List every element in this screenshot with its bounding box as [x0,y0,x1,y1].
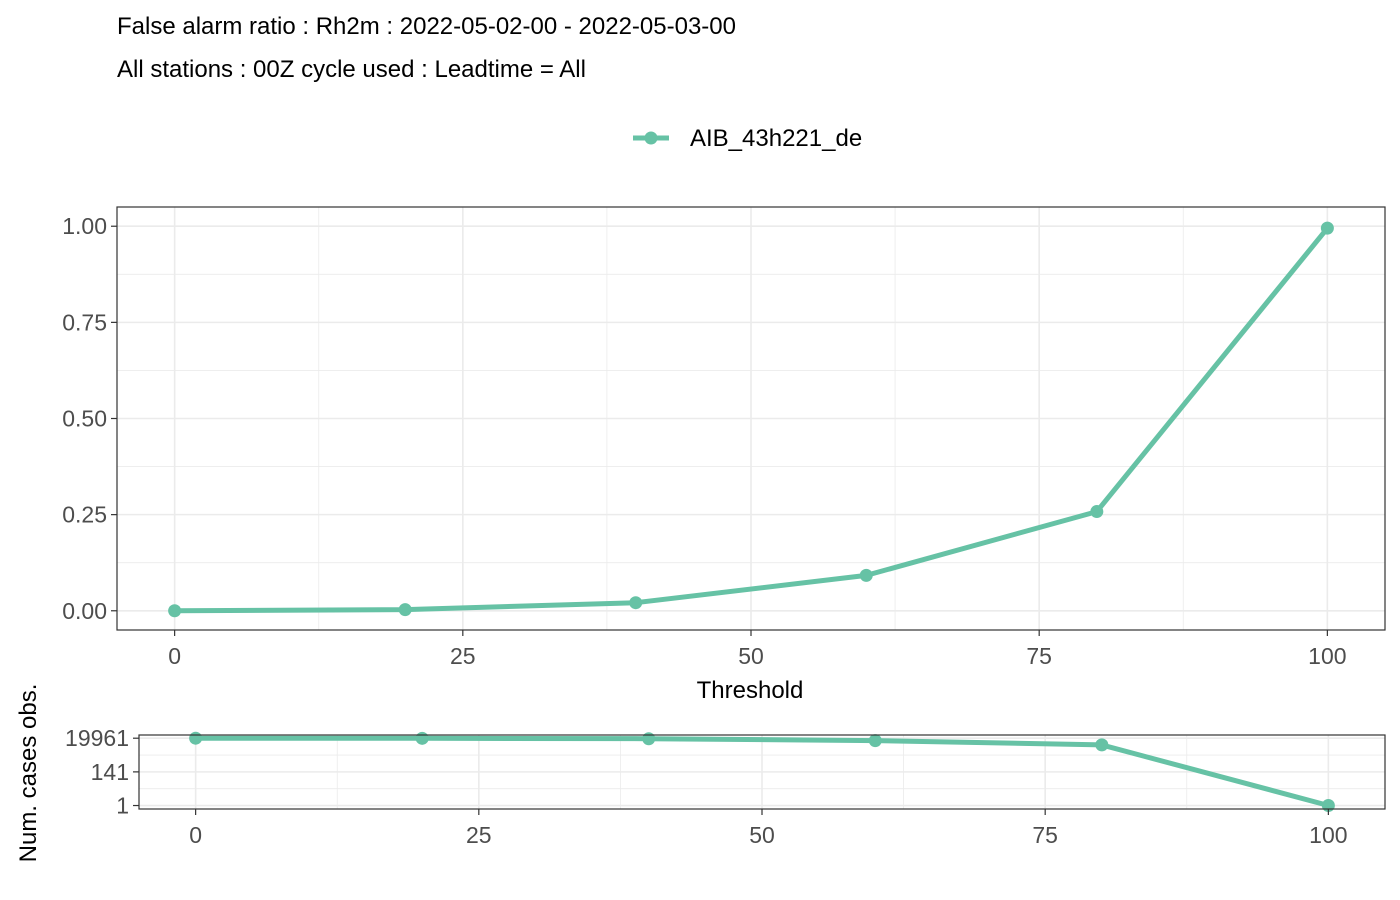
y-tick-label: 141 [91,759,129,785]
chart-subtitle: All stations : 00Z cycle used : Leadtime… [117,56,586,83]
x-tick-label: 75 [1032,822,1058,848]
count-y-axis-label: Num. cases obs. [15,684,42,863]
data-point [1090,505,1104,519]
x-tick-label: 0 [168,643,181,669]
count-plot-panel: 0 25 50 75 100 1 141 19961 [65,725,1386,848]
y-tick-label: 0.50 [62,406,107,432]
series-line [172,225,1330,614]
data-point [415,731,429,745]
y-tick-label: 0.00 [62,598,107,624]
data-point [629,596,643,610]
data-point [1320,221,1334,235]
data-point [868,734,882,748]
x-tick-label: 50 [749,822,775,848]
x-tick-label: 75 [1026,643,1052,669]
data-point [642,732,656,746]
x-tick-label: 0 [189,822,202,848]
data-point [189,731,203,745]
x-tick-label: 25 [450,643,476,669]
series-line [193,735,1331,808]
x-tick-label: 25 [466,822,492,848]
legend-point-key [644,131,658,145]
y-tick-label: 1.00 [62,213,107,239]
y-tick-label: 19961 [65,725,129,751]
x-tick-label: 100 [1308,643,1346,669]
legend-label: AIB_43h221_de [690,125,862,152]
data-point [398,603,412,617]
main-plot-panel: 0 25 50 75 100 0.00 0.25 0.50 0.75 1.00 [62,206,1386,669]
data-point [859,568,873,582]
x-tick-label: 100 [1309,822,1347,848]
legend: AIB_43h221_de [633,125,862,152]
y-tick-label: 1 [116,793,129,819]
data-point [1095,738,1109,752]
y-tick-label: 0.25 [62,502,107,528]
y-tick-label: 0.75 [62,309,107,335]
x-tick-label: 50 [738,643,764,669]
x-axis-label: Threshold [697,677,804,704]
chart-title: False alarm ratio : Rh2m : 2022-05-02-00… [117,13,736,40]
data-point [168,604,182,618]
